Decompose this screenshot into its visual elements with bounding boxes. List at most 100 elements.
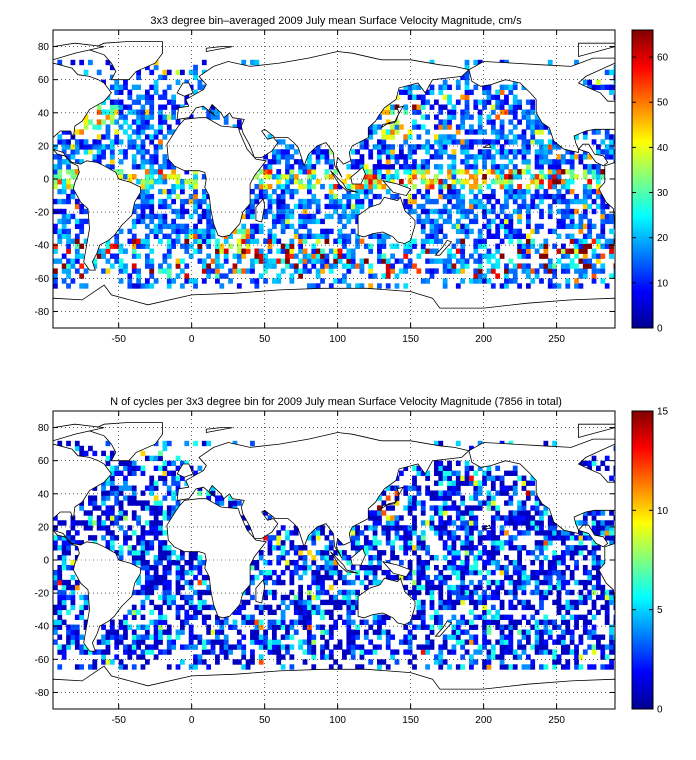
bin-cell bbox=[460, 564, 466, 571]
bin-cell bbox=[381, 174, 387, 180]
bin-cell bbox=[407, 154, 413, 160]
bin-cell bbox=[591, 564, 597, 571]
bin-cell bbox=[596, 609, 601, 616]
bin-cell bbox=[206, 218, 212, 225]
bin-cell bbox=[486, 278, 492, 284]
bin-cell bbox=[254, 560, 260, 566]
bin-cell bbox=[271, 213, 277, 220]
bin-cell bbox=[140, 649, 146, 655]
bin-cell bbox=[438, 440, 444, 447]
bin-cell bbox=[180, 475, 185, 481]
bin-cell bbox=[560, 614, 566, 620]
bin-cell bbox=[311, 183, 317, 190]
bin-cell bbox=[250, 440, 255, 447]
bin-cell bbox=[306, 589, 312, 596]
bin-cell bbox=[433, 198, 439, 205]
bin-cell bbox=[79, 540, 85, 546]
bin-cell bbox=[587, 193, 593, 200]
bin-cell bbox=[140, 203, 146, 210]
bin-cell bbox=[398, 258, 404, 264]
bin-cell bbox=[105, 490, 111, 496]
bin-cell bbox=[193, 203, 198, 210]
bin-cell bbox=[311, 213, 317, 220]
bin-cell bbox=[105, 545, 111, 551]
bin-cell bbox=[464, 545, 470, 551]
bin-cell bbox=[350, 213, 356, 220]
bin-cell bbox=[447, 164, 452, 170]
bin-cell bbox=[394, 659, 400, 665]
bin-cell bbox=[425, 169, 431, 175]
bin-cell bbox=[534, 154, 540, 160]
bin-cell bbox=[328, 629, 334, 635]
bin-cell bbox=[596, 574, 601, 581]
bin-cell bbox=[333, 659, 339, 665]
bin-cell bbox=[486, 505, 492, 511]
bin-cell bbox=[578, 589, 584, 596]
bin-cell bbox=[66, 545, 71, 551]
bin-cell bbox=[547, 589, 553, 596]
bin-cell bbox=[587, 569, 593, 576]
bin-cell bbox=[92, 495, 98, 501]
bin-cell bbox=[324, 644, 330, 650]
bin-cell bbox=[438, 208, 444, 215]
bin-cell bbox=[486, 535, 492, 541]
bin-cell bbox=[144, 99, 150, 105]
bin-cell bbox=[460, 614, 466, 620]
bin-cell bbox=[469, 89, 474, 95]
bin-cell bbox=[477, 649, 483, 655]
bin-cell bbox=[464, 629, 470, 635]
bin-cell bbox=[105, 114, 111, 120]
bin-cell bbox=[429, 520, 435, 526]
bin-cell bbox=[521, 574, 527, 581]
bin-cell bbox=[433, 149, 439, 155]
bin-cell bbox=[442, 490, 448, 496]
bin-cell bbox=[425, 634, 431, 640]
bin-cell bbox=[302, 599, 308, 606]
bin-cell bbox=[442, 500, 448, 506]
bin-cell bbox=[153, 560, 159, 566]
bin-cell bbox=[390, 104, 395, 110]
bin-cell bbox=[149, 475, 155, 481]
bin-cell bbox=[464, 139, 470, 145]
bin-cell bbox=[587, 535, 593, 541]
bin-cell bbox=[464, 169, 470, 175]
bin-cell bbox=[293, 560, 299, 566]
bin-cell bbox=[61, 218, 67, 225]
bin-cell bbox=[61, 228, 67, 235]
bin-cell bbox=[311, 164, 317, 170]
bin-cell bbox=[543, 555, 549, 561]
bin-cell bbox=[201, 174, 207, 180]
y-tick-label: 60 bbox=[38, 75, 50, 86]
bin-cell bbox=[263, 258, 268, 264]
bin-cell bbox=[258, 569, 264, 576]
bin-cell bbox=[578, 460, 584, 467]
bin-cell bbox=[508, 268, 514, 274]
bin-cell bbox=[512, 99, 518, 105]
bin-cell bbox=[442, 644, 448, 650]
bin-cell bbox=[293, 228, 299, 235]
bin-cell bbox=[412, 198, 417, 205]
bin-cell bbox=[337, 664, 343, 670]
bin-cell bbox=[311, 535, 317, 541]
bin-cell bbox=[263, 594, 268, 601]
bin-cell bbox=[438, 213, 444, 220]
bin-cell bbox=[556, 208, 562, 215]
bin-cell bbox=[162, 589, 168, 596]
bin-cell bbox=[57, 520, 63, 526]
bin-cell bbox=[184, 278, 190, 284]
bin-cell bbox=[556, 609, 562, 616]
bin-cell bbox=[149, 263, 155, 269]
bin-cell bbox=[83, 139, 89, 145]
bin-cell bbox=[464, 589, 470, 596]
bin-cell bbox=[324, 238, 330, 244]
bin-cell bbox=[556, 193, 562, 200]
bin-cell bbox=[276, 659, 282, 665]
bin-cell bbox=[302, 198, 308, 205]
bin-cell bbox=[613, 273, 615, 279]
bin-cell bbox=[171, 99, 177, 105]
bin-cell bbox=[337, 253, 343, 259]
bin-cell bbox=[486, 465, 492, 471]
bin-cell bbox=[394, 129, 400, 135]
bin-cell bbox=[609, 243, 614, 249]
bin-cell bbox=[175, 104, 181, 110]
